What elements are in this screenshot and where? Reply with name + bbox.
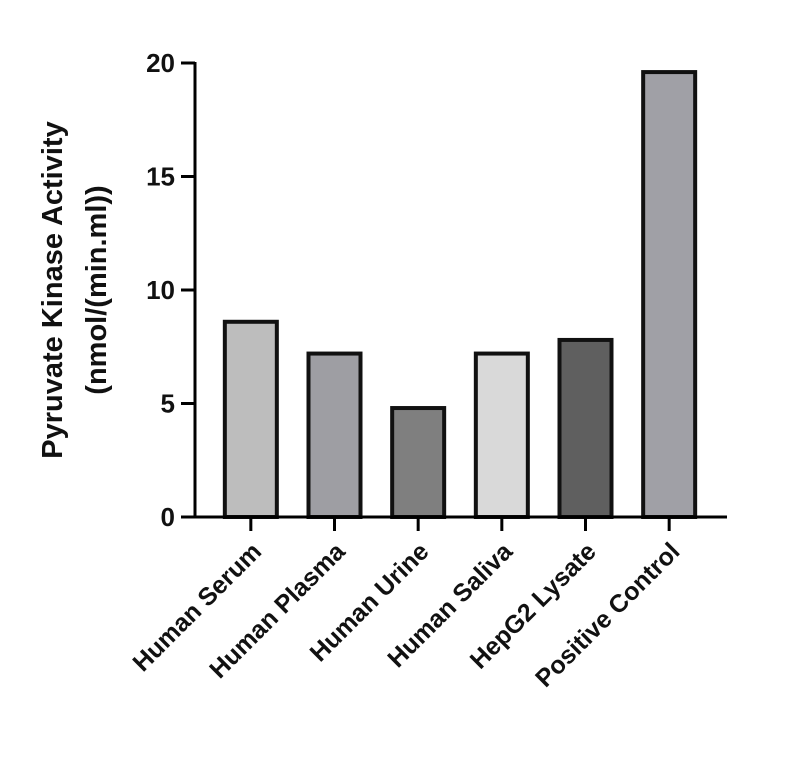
y-tick-label: 0	[161, 502, 175, 532]
bar	[222, 319, 279, 519]
x-tick-label: Positive Control	[530, 537, 685, 692]
bar	[641, 70, 698, 520]
bar	[557, 337, 614, 519]
y-tick-label: 15	[146, 162, 175, 192]
y-tick-label: 5	[161, 389, 175, 419]
bar	[473, 351, 530, 519]
y-axis-label: (nmol/(min.ml))	[81, 185, 113, 394]
y-tick-label: 20	[146, 48, 175, 78]
bar	[306, 351, 363, 519]
bar	[390, 406, 447, 520]
y-tick-label: 10	[146, 275, 175, 305]
y-axis-label: Pyruvate Kinase Activity	[37, 121, 69, 458]
